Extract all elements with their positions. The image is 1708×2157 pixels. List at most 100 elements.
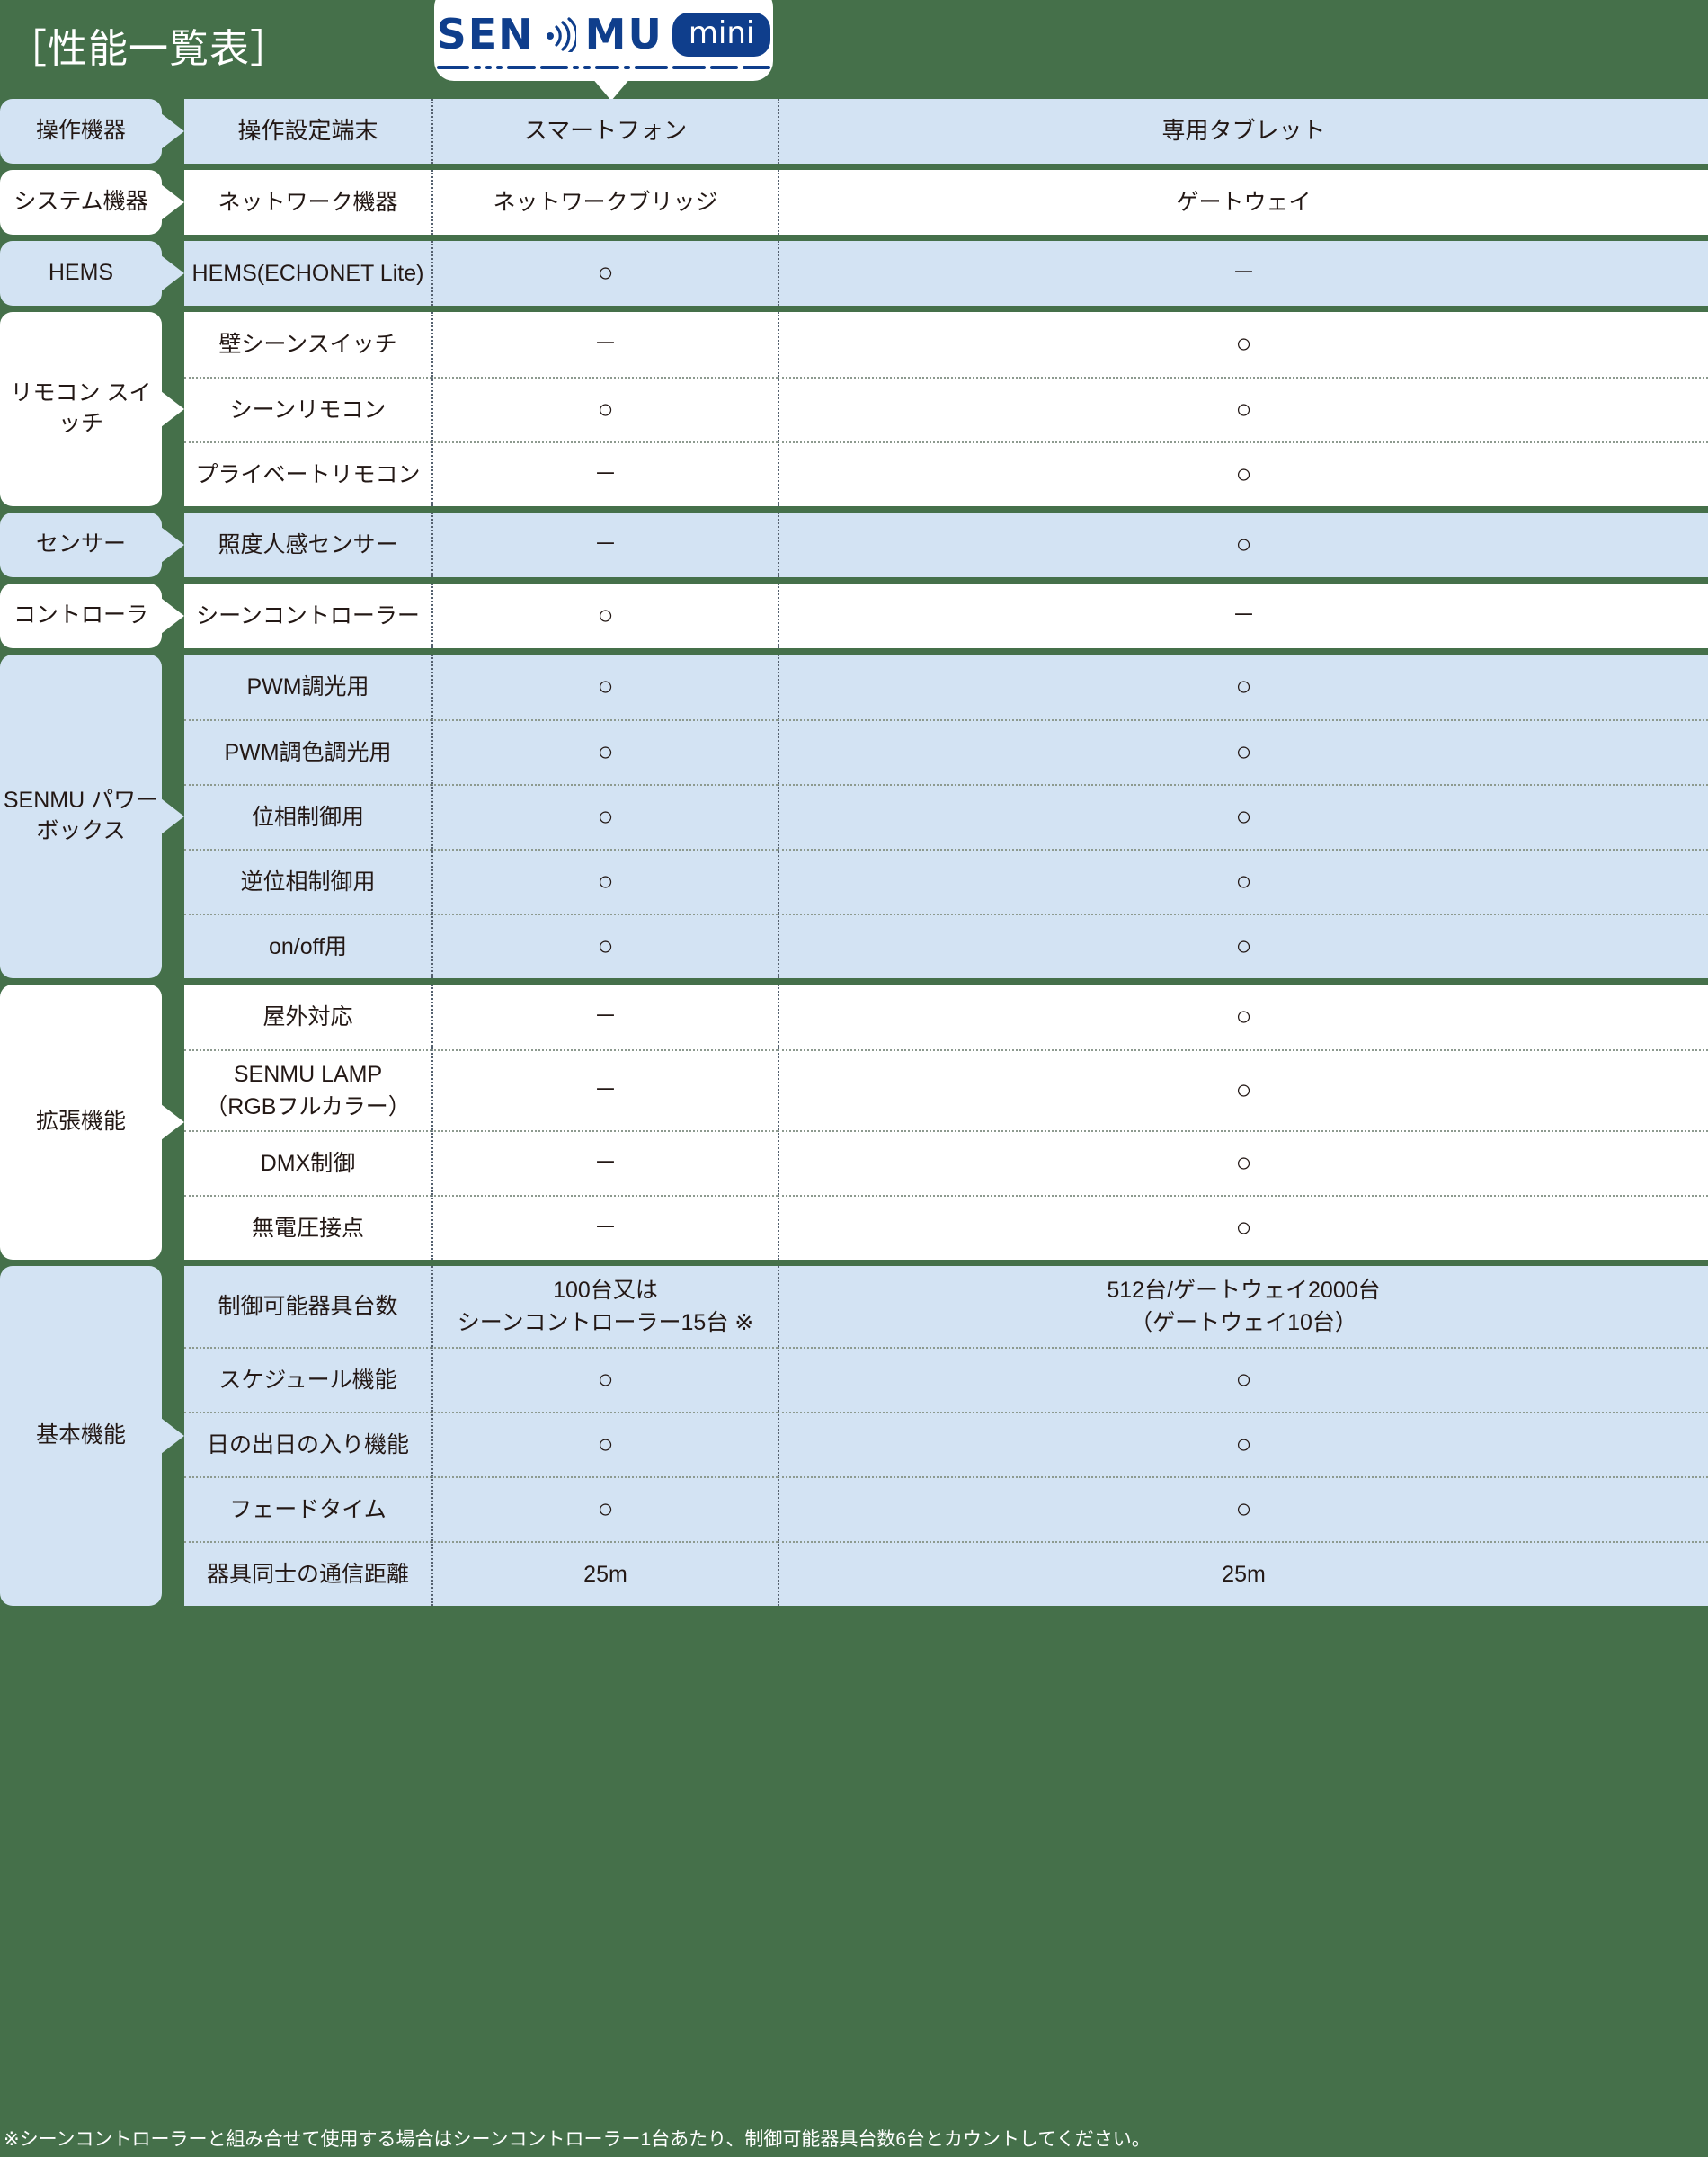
logo-word-mu: MU: [584, 10, 663, 58]
table-row: 制御可能器具台数 100台又は シーンコントローラー15台 ※ 512台/ゲートウェ…: [184, 1266, 1708, 1347]
category-label-4: センサー: [0, 513, 184, 577]
spec-rows: 制御可能器具台数 100台又は シーンコントローラー15台 ※ 512台/ゲートウェ…: [184, 1266, 1708, 1606]
row-item-label: シーンコントローラー: [184, 584, 431, 648]
cell-smartphone: －: [431, 985, 778, 1049]
cell-smartphone: ○: [431, 784, 778, 849]
wifi-wave-icon: [544, 16, 578, 55]
table-row: on/off用 ○ ○: [184, 914, 1708, 978]
spec-group: センサー 照度人感センサー－ ○: [0, 513, 1708, 577]
table-row: 照度人感センサー－ ○: [184, 513, 1708, 577]
spec-rows: シーンコントローラー ○ －: [184, 584, 1708, 648]
table-row: スケジュール機能 ○ ○: [184, 1347, 1708, 1412]
cell-tablet: ○: [778, 441, 1708, 506]
table-row: 操作設定端末 スマートフォン 専用タブレット: [184, 99, 1708, 164]
cell-smartphone: －: [431, 513, 778, 577]
spec-rows: 壁シーンスイッチ－ ○ シーンリモコン ○ ○ プライベートリモコン－ ○: [184, 312, 1708, 506]
row-item-label: on/off用: [184, 914, 431, 978]
logo-word-sen: SEN: [436, 10, 535, 58]
cell-smartphone: ○: [431, 914, 778, 978]
row-item-label: プライベートリモコン: [184, 441, 431, 506]
category-arrow-icon: [161, 1104, 184, 1140]
cell-smartphone: ○: [431, 1412, 778, 1476]
row-item-label: 照度人感センサー: [184, 513, 431, 577]
category-arrow-icon: [161, 255, 184, 291]
spec-rows: ネットワーク機器 ネットワークブリッジ ゲートウェイ: [184, 170, 1708, 235]
cell-tablet: 512台/ゲートウェイ2000台 （ゲートウェイ10台）: [778, 1266, 1708, 1347]
cell-smartphone: ○: [431, 241, 778, 306]
table-row: SENMU LAMP （RGBフルカラー）－ ○: [184, 1049, 1708, 1130]
table-row: ネットワーク機器 ネットワークブリッジ ゲートウェイ: [184, 170, 1708, 235]
cell-smartphone: ○: [431, 377, 778, 441]
brand-logo-callout: SEN MU mini: [434, 0, 773, 101]
cell-smartphone: －: [431, 441, 778, 506]
table-row: シーンリモコン ○ ○: [184, 377, 1708, 441]
cell-tablet: ○: [778, 1130, 1708, 1195]
row-item-label: HEMS(ECHONET Lite): [184, 241, 431, 306]
spec-rows: HEMS(ECHONET Lite) ○ －: [184, 241, 1708, 306]
row-item-label: 制御可能器具台数: [184, 1266, 431, 1347]
spec-group: コントローラ シーンコントローラー ○ －: [0, 584, 1708, 648]
cell-tablet: ○: [778, 1347, 1708, 1412]
cell-tablet: ○: [778, 312, 1708, 377]
spec-group: 拡張機能 屋外対応－ ○ SENMU LAMP （RGBフルカラー）－ ○ DMX制御－ ○…: [0, 985, 1708, 1260]
cell-tablet: ゲートウェイ: [778, 170, 1708, 235]
page-header: ［性能一覧表］ SEN MU mini: [0, 0, 1708, 101]
category-arrow-icon: [161, 798, 184, 834]
logo-underline-decoration: [436, 66, 771, 69]
row-item-label: SENMU LAMP （RGBフルカラー）: [184, 1049, 431, 1130]
table-row: PWM調色調光用 ○ ○: [184, 719, 1708, 784]
row-item-label: ネットワーク機器: [184, 170, 431, 235]
footnote: ※シーンコントローラーと組み合せて使用する場合はシーンコントローラー1台あたり、…: [4, 2129, 1151, 2150]
table-row: プライベートリモコン－ ○: [184, 441, 1708, 506]
cell-smartphone: ○: [431, 849, 778, 914]
page-title: ［性能一覧表］: [7, 27, 290, 71]
category-arrow-icon: [161, 184, 184, 220]
cell-tablet: ○: [778, 914, 1708, 978]
row-item-label: シーンリモコン: [184, 377, 431, 441]
category-label-8: 基本機能: [0, 1266, 184, 1606]
cell-tablet: ○: [778, 377, 1708, 441]
cell-smartphone: －: [431, 312, 778, 377]
cell-tablet: ○: [778, 985, 1708, 1049]
category-label-5: コントローラ: [0, 584, 184, 648]
row-item-label: 位相制御用: [184, 784, 431, 849]
row-item-label: 屋外対応: [184, 985, 431, 1049]
table-row: 位相制御用 ○ ○: [184, 784, 1708, 849]
category-label-2: HEMS: [0, 241, 184, 306]
category-label-6: SENMU パワーボックス: [0, 655, 184, 978]
cell-smartphone: ○: [431, 1347, 778, 1412]
row-item-label: PWM調光用: [184, 655, 431, 719]
cell-tablet: ○: [778, 655, 1708, 719]
cell-tablet: －: [778, 584, 1708, 648]
table-row: 逆位相制御用 ○ ○: [184, 849, 1708, 914]
spec-rows: 操作設定端末 スマートフォン 専用タブレット: [184, 99, 1708, 164]
cell-smartphone: －: [431, 1130, 778, 1195]
cell-tablet: ○: [778, 719, 1708, 784]
cell-smartphone: ○: [431, 719, 778, 784]
spec-rows: 照度人感センサー－ ○: [184, 513, 1708, 577]
spec-group: リモコン スイッチ 壁シーンスイッチ－ ○ シーンリモコン ○ ○ プライベートリモコン－ ○: [0, 312, 1708, 506]
spec-group: HEMS HEMS(ECHONET Lite) ○ －: [0, 241, 1708, 306]
row-item-label: 器具同士の通信距離: [184, 1541, 431, 1606]
table-row: シーンコントローラー ○ －: [184, 584, 1708, 648]
table-row: PWM調光用 ○ ○: [184, 655, 1708, 719]
cell-smartphone: －: [431, 1049, 778, 1130]
cell-smartphone: 100台又は シーンコントローラー15台 ※: [431, 1266, 778, 1347]
cell-smartphone: ネットワークブリッジ: [431, 170, 778, 235]
brand-logo: SEN MU mini: [436, 10, 771, 69]
cell-tablet: 25m: [778, 1541, 1708, 1606]
cell-smartphone: スマートフォン: [431, 99, 778, 164]
category-label-1: システム機器: [0, 170, 184, 235]
table-row: 日の出日の入り機能 ○ ○: [184, 1412, 1708, 1476]
row-item-label: 無電圧接点: [184, 1195, 431, 1260]
table-row: 無電圧接点－ ○: [184, 1195, 1708, 1260]
table-row: DMX制御－ ○: [184, 1130, 1708, 1195]
spec-group: 基本機能 制御可能器具台数 100台又は シーンコントローラー15台 ※ 512台/ゲ…: [0, 1266, 1708, 1606]
row-item-label: DMX制御: [184, 1130, 431, 1195]
row-item-label: 日の出日の入り機能: [184, 1412, 431, 1476]
table-row: 器具同士の通信距離 25m 25m: [184, 1541, 1708, 1606]
category-arrow-icon: [161, 391, 184, 427]
row-item-label: スケジュール機能: [184, 1347, 431, 1412]
category-label-7: 拡張機能: [0, 985, 184, 1260]
table-row: フェードタイム ○ ○: [184, 1476, 1708, 1541]
